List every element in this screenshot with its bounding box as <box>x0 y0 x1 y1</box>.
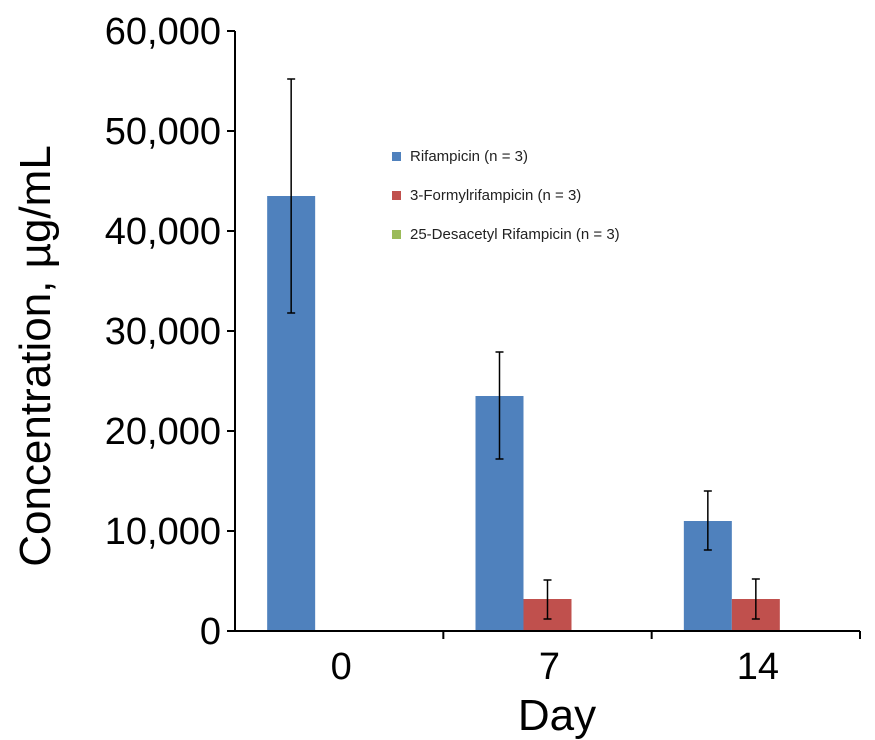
legend-label: 25-Desacetyl Rifampicin (n = 3) <box>410 226 620 243</box>
error-bars <box>287 78 760 620</box>
y-tick-label: 50,000 <box>105 111 221 153</box>
legend-swatch <box>392 230 401 239</box>
y-axis-label: Concentration, µg/mL <box>11 145 60 567</box>
bars <box>267 196 780 631</box>
legend: Rifampicin (n = 3) 3-Formylrifampicin (n … <box>392 148 620 243</box>
x-tick-label: 7 <box>539 646 560 688</box>
y-tick-label: 0 <box>200 611 221 653</box>
legend-swatch <box>392 152 401 161</box>
x-axis-ticks: 0 7 14 <box>331 631 861 688</box>
x-tick-label: 14 <box>737 646 779 688</box>
legend-swatch <box>392 191 401 200</box>
legend-label: Rifampicin (n = 3) <box>410 148 528 165</box>
y-tick-label: 10,000 <box>105 511 221 553</box>
y-tick-label: 60,000 <box>105 11 221 53</box>
x-axis-label: Day <box>518 691 596 740</box>
y-tick-label: 30,000 <box>105 311 221 353</box>
legend-label: 3-Formylrifampicin (n = 3) <box>410 187 581 204</box>
y-axis-ticks: 0 10,000 20,000 30,000 40,000 50,000 60,000 <box>105 11 235 653</box>
y-tick-label: 40,000 <box>105 211 221 253</box>
y-tick-label: 20,000 <box>105 411 221 453</box>
x-tick-label: 0 <box>331 646 352 688</box>
